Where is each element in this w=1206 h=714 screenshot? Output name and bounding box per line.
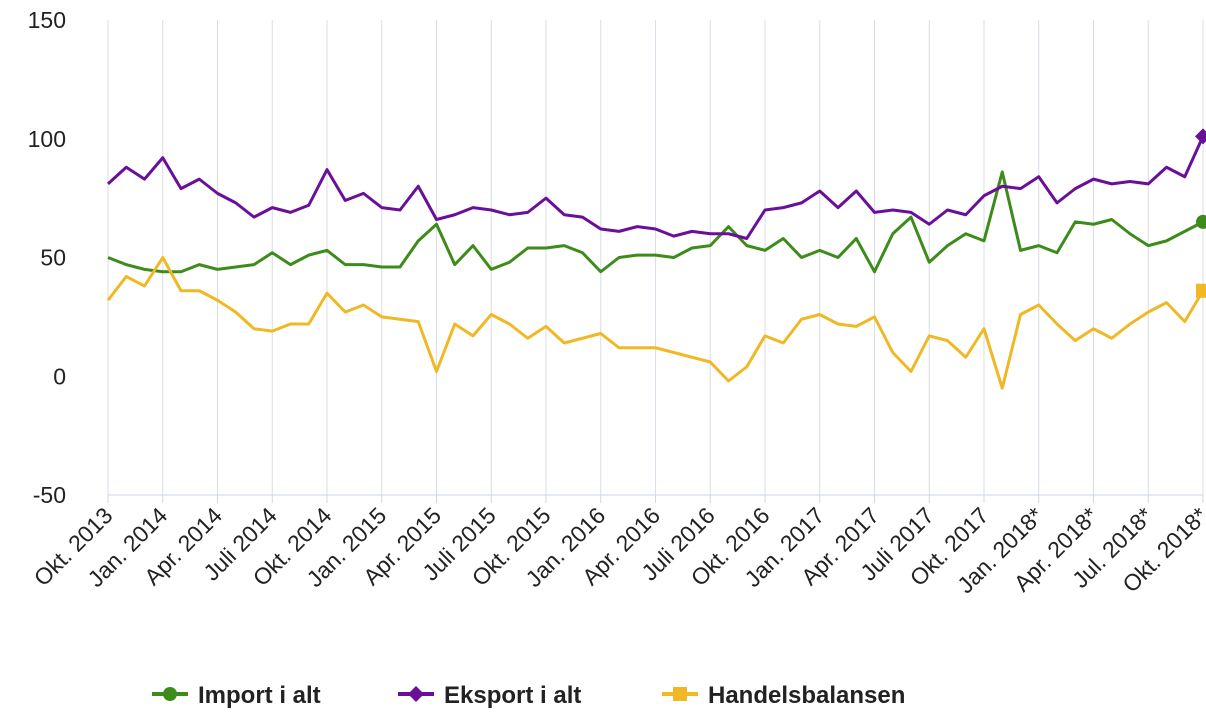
series: [107, 170, 1206, 274]
y-tick-label: 100: [28, 126, 66, 152]
legend-item: Handelsbalansen: [662, 682, 905, 709]
legend-label: Handelsbalansen: [708, 682, 905, 709]
y-tick-label: -50: [33, 482, 66, 508]
legend-item: Import i alt: [152, 682, 321, 709]
legend-item: Eksport i alt: [398, 682, 581, 709]
line: [107, 170, 1204, 274]
series: [106, 128, 1206, 240]
legend-label: Import i alt: [198, 682, 321, 709]
point: [673, 687, 687, 701]
point: [1196, 283, 1206, 298]
y-tick-label: 150: [28, 7, 66, 33]
y-tick-label: 50: [40, 245, 66, 271]
point: [408, 686, 424, 702]
y-tick-label: 0: [53, 363, 66, 389]
point: [163, 687, 177, 701]
point: [1196, 214, 1206, 229]
legend-label: Eksport i alt: [444, 682, 581, 709]
point: [1195, 128, 1206, 145]
line: [106, 135, 1205, 240]
line: [106, 256, 1205, 390]
series: [106, 256, 1206, 390]
